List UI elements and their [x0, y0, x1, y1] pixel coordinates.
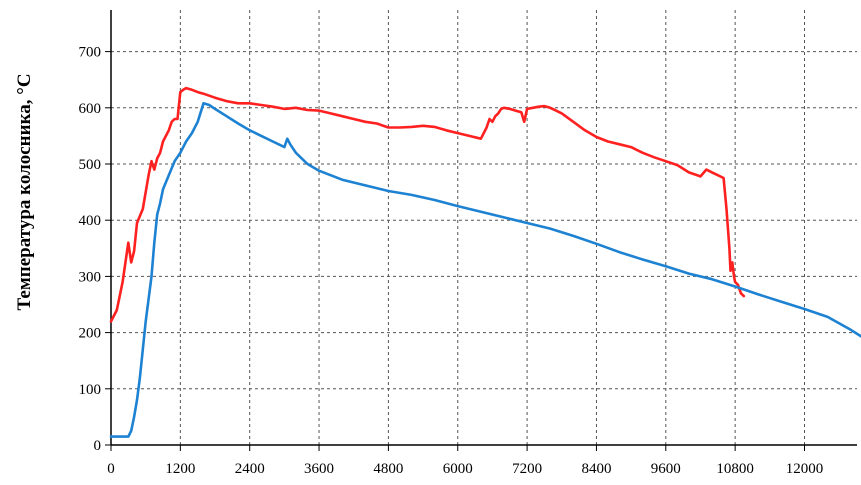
y-axis-label: Температура колосника, °С [14, 73, 35, 310]
x-tick-label: 4800 [373, 461, 403, 477]
y-tick-label: 0 [94, 438, 102, 454]
y-tick-label: 400 [79, 213, 102, 229]
y-tick-label: 100 [79, 382, 102, 398]
y-tick-label: 500 [79, 157, 102, 173]
series-layer [109, 86, 861, 438]
x-axis-ticks: 0 1200 2400 3600 4800 6000 7200 8400 9600 10800 12… [107, 445, 824, 477]
series-line-2 [109, 102, 861, 438]
x-tick-label: 7200 [512, 461, 542, 477]
y-axis-ticks: 0 100 200 300 400 500 600 700 [79, 45, 111, 454]
x-tick-label: 3600 [304, 461, 334, 477]
x-tick-label: 0 [107, 461, 115, 477]
y-tick-label: 200 [79, 326, 102, 342]
y-tick-label: 700 [79, 45, 102, 61]
x-tick-label: 12000 [786, 461, 824, 477]
x-tick-label: 10800 [716, 461, 754, 477]
horizontal-gridlines [111, 51, 857, 390]
x-tick-label: 6000 [443, 461, 473, 477]
x-tick-label: 8400 [581, 461, 611, 477]
x-tick-label: 1200 [165, 461, 195, 477]
x-tick-label: 9600 [651, 461, 681, 477]
x-tick-label: 2400 [235, 461, 265, 477]
series-line-1 [109, 86, 746, 323]
vertical-gridlines [179, 10, 805, 445]
y-tick-label: 600 [79, 101, 102, 117]
y-tick-label: 300 [79, 269, 102, 285]
